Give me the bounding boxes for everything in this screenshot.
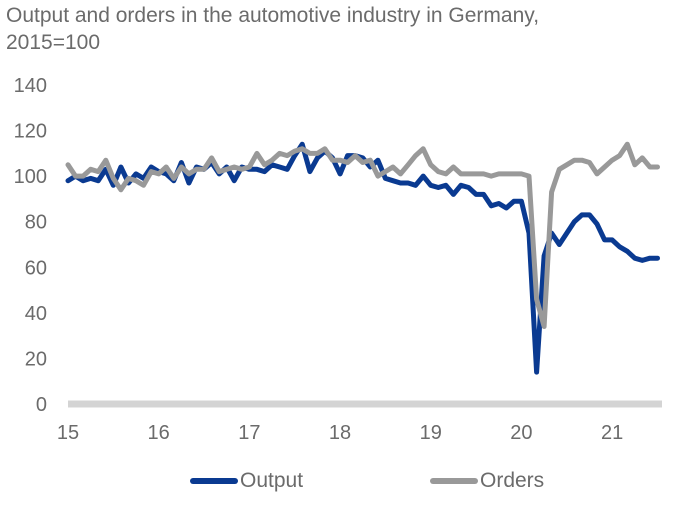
x-tick-label: 20 (510, 422, 532, 444)
y-tick-label: 120 (14, 121, 47, 143)
series-line-output (65, 141, 660, 375)
line-chart: 0 20 40 60 80 100 120 140 15 16 17 18 19 20 21 (14, 75, 662, 444)
y-tick-label: 80 (25, 212, 47, 234)
legend-swatch-output (190, 478, 238, 484)
legend-item-orders: Orders (430, 466, 544, 496)
legend-item-output: Output (190, 466, 303, 496)
series-line-orders (65, 141, 660, 329)
x-tick-label: 19 (420, 422, 442, 444)
y-tick-label: 0 (36, 394, 47, 416)
y-tick-label: 20 (25, 348, 47, 370)
legend-label-orders: Orders (480, 469, 545, 492)
x-tick-label: 15 (57, 422, 79, 444)
x-tick-label: 16 (148, 422, 170, 444)
chart-title: Output and orders in the automotive indu… (6, 4, 540, 54)
y-tick-label: 60 (25, 257, 47, 279)
series-layer (65, 141, 660, 375)
legend-label-output: Output (240, 469, 304, 492)
x-tick-label: 21 (601, 422, 623, 444)
y-axis: 0 20 40 60 80 100 120 140 (14, 75, 47, 416)
x-axis: 15 16 17 18 19 20 21 (57, 400, 662, 444)
y-tick-label: 40 (25, 303, 47, 325)
legend: Output Orders (0, 466, 687, 496)
y-tick-label: 140 (14, 75, 47, 97)
x-tick-label: 17 (238, 422, 260, 444)
y-tick-label: 100 (14, 166, 47, 188)
legend-swatch-orders (430, 478, 478, 484)
x-tick-label: 18 (329, 422, 351, 444)
